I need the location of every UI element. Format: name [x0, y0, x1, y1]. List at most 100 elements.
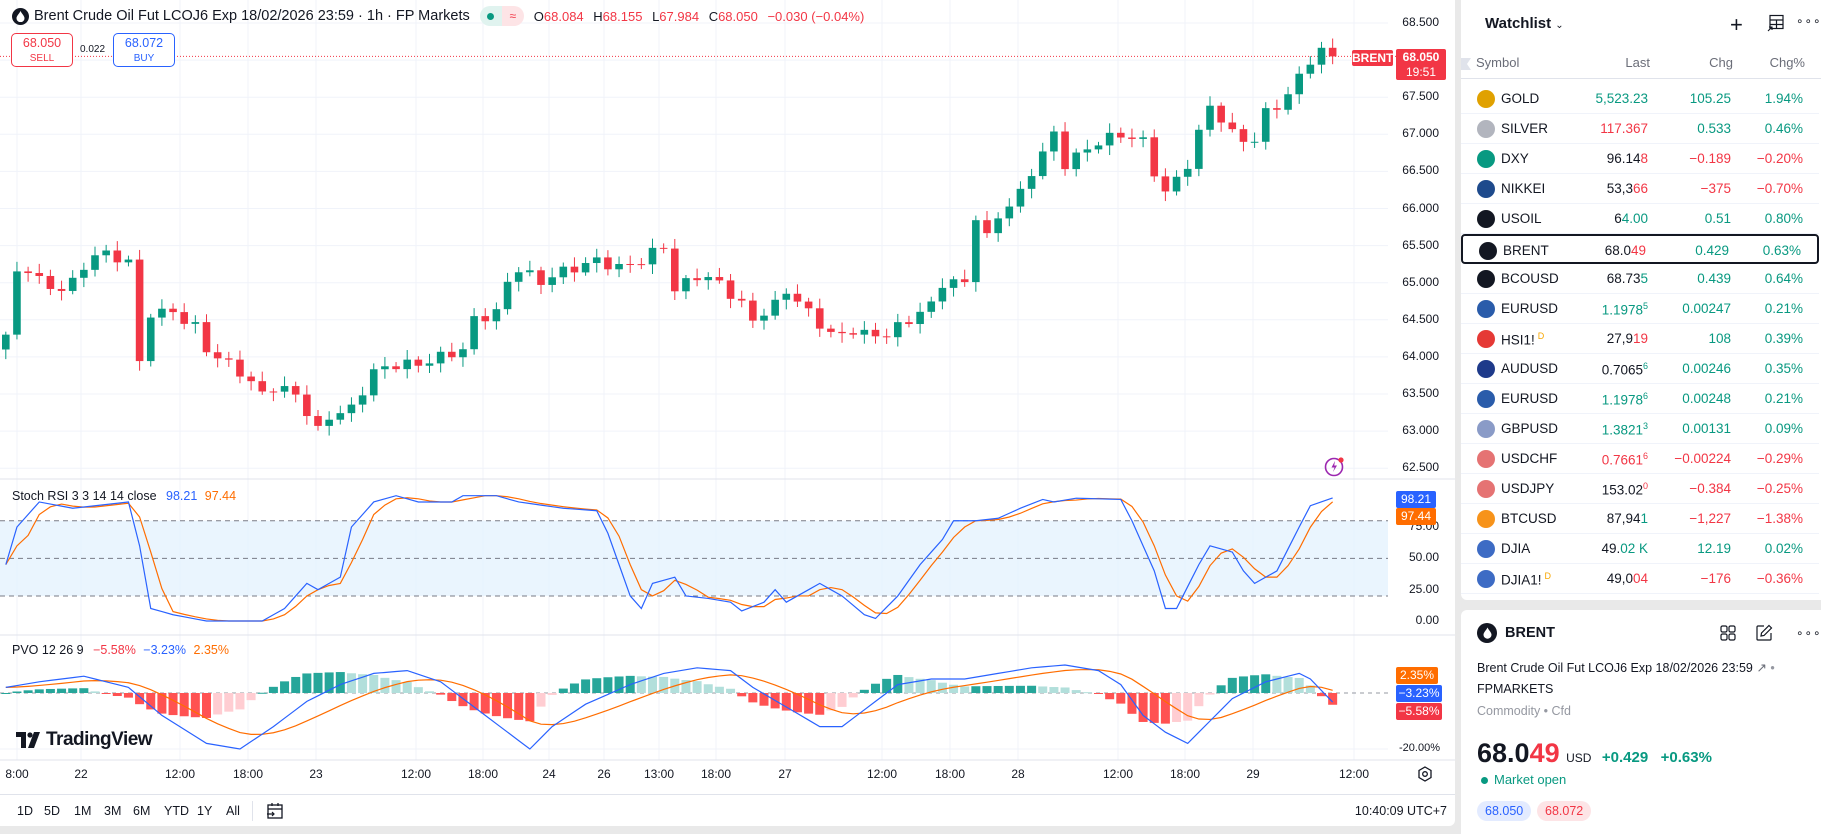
- pvo-histogram-bar: [469, 693, 479, 711]
- detail-exchange[interactable]: FPMARKETS: [1477, 682, 1554, 696]
- range-button-3m[interactable]: 3M: [104, 804, 122, 818]
- chart-panel[interactable]: Brent Crude Oil Fut LCOJ6 Exp 18/02/2026…: [0, 0, 1455, 826]
- watchlist-row-btcusd[interactable]: BTCUSD 87,941 −1,227 −1.38%: [1461, 504, 1819, 534]
- bid-pill[interactable]: 68.050: [1477, 801, 1532, 821]
- watchlist-row-nikkei[interactable]: NIKKEI 53,366 −375 −0.70%: [1461, 174, 1819, 204]
- watchlist-row-bcousd[interactable]: BCOUSD 68.735 0.439 0.64%: [1461, 264, 1819, 294]
- pvo-histogram-bar: [324, 672, 334, 693]
- price-chart[interactable]: [0, 0, 1455, 794]
- more-options-icon[interactable]: ∘∘∘: [1796, 626, 1821, 640]
- pvo-histogram-bar: [1328, 693, 1338, 705]
- alert-lightning-icon[interactable]: [1324, 455, 1346, 482]
- stoch-rsi-legend[interactable]: Stoch RSI 3 3 14 14 close 98.21 97.44: [12, 489, 237, 503]
- buy-button[interactable]: 68.072 BUY: [113, 33, 175, 67]
- candle-body: [659, 247, 668, 249]
- watchlist-row-usdjpy[interactable]: USDJPY 153.020 −0.384 −0.25%: [1461, 474, 1819, 504]
- pvo-histogram-bar: [1227, 677, 1237, 693]
- column-header-last[interactable]: Last: [1625, 55, 1650, 70]
- last-price: 68.735: [1606, 271, 1648, 286]
- change-percent: 0.21%: [1764, 391, 1803, 406]
- symbol-name: USOIL: [1501, 211, 1542, 226]
- time-axis-label: 12:00: [400, 767, 432, 781]
- ask-pill[interactable]: 68.072: [1537, 801, 1592, 821]
- pvo-histogram-bar: [413, 687, 423, 693]
- market-status-pill[interactable]: ≈: [479, 6, 524, 26]
- candle-body: [1016, 188, 1025, 207]
- chart-header: Brent Crude Oil Fut LCOJ6 Exp 18/02/2026…: [12, 6, 870, 26]
- range-button-5d[interactable]: 5D: [44, 804, 60, 818]
- candle-body: [637, 264, 646, 266]
- delayed-badge: D: [1544, 571, 1552, 581]
- range-button-all[interactable]: All: [226, 804, 240, 818]
- toolbar-divider: [252, 801, 253, 821]
- more-options-icon[interactable]: ∘∘∘: [1796, 14, 1821, 28]
- candle-body: [827, 328, 835, 332]
- pvo-histogram-bar: [101, 693, 111, 694]
- watchlist-row-djia1[interactable]: DJIA1! D 49,004 −176 −0.36%: [1461, 564, 1819, 594]
- candle-body: [102, 250, 110, 256]
- pvo-histogram-bar: [425, 691, 434, 693]
- range-button-6m[interactable]: 6M: [133, 804, 151, 818]
- market-open-dot-icon: [479, 6, 502, 26]
- pvo-histogram-bar: [1317, 693, 1326, 697]
- symbol-name: EURUSD: [1501, 391, 1559, 406]
- watchlist-row-usoil[interactable]: USOIL 64.00 0.51 0.80%: [1461, 204, 1819, 234]
- layout-grid-icon[interactable]: [1719, 624, 1737, 647]
- candle-body: [1317, 47, 1326, 65]
- pvo-histogram-bar: [1127, 693, 1137, 714]
- candle-body: [704, 277, 713, 281]
- tradingview-logo[interactable]: TradingView: [16, 729, 153, 751]
- last-price: 64.00: [1614, 211, 1648, 226]
- candle-body: [1328, 47, 1337, 57]
- sell-button[interactable]: 68.050 SELL: [11, 33, 73, 67]
- time-axis-label: 18:00: [1169, 767, 1201, 781]
- range-button-1d[interactable]: 1D: [17, 804, 33, 818]
- column-header-chg[interactable]: Chg: [1709, 55, 1733, 70]
- watchlist-row-silver[interactable]: SILVER 117.367 0.533 0.46%: [1461, 114, 1819, 144]
- watchlist-row-djia[interactable]: DJIA 49.02 K 12.19 0.02%: [1461, 534, 1819, 564]
- time-axis-label: 26: [597, 767, 611, 781]
- candle-body: [325, 419, 333, 426]
- last-price: 0.76616: [1601, 451, 1648, 468]
- candle-body: [459, 349, 467, 358]
- watchlist-row-eurusd[interactable]: EURUSD 1.19786 0.00248 0.21%: [1461, 384, 1819, 414]
- watchlist-row-dxy[interactable]: DXY 96.148 −0.189 −0.20%: [1461, 144, 1819, 174]
- edit-note-icon[interactable]: [1755, 624, 1773, 647]
- chevron-down-icon: ⌄: [1555, 20, 1564, 31]
- pvo-histogram-bar: [302, 673, 312, 693]
- range-button-1m[interactable]: 1M: [74, 804, 92, 818]
- watchlist-row-hsi1[interactable]: HSI1! D 27,919 108 0.39%: [1461, 324, 1819, 354]
- symbol-title[interactable]: Brent Crude Oil Fut LCOJ6 Exp 18/02/2026…: [34, 8, 470, 24]
- change-percent: 0.09%: [1764, 421, 1803, 436]
- symbol-name: DXY: [1501, 151, 1529, 166]
- external-link-icon[interactable]: ↗: [1756, 661, 1767, 675]
- pvo-histogram-bar: [23, 690, 33, 693]
- pvo-axis-min: -20.00%: [1399, 742, 1440, 754]
- change-value: 12.19: [1697, 541, 1731, 556]
- pvo-legend[interactable]: PVO 12 26 9 −5.58% −3.23% 2.35%: [12, 643, 229, 657]
- advanced-view-table-icon[interactable]: [1767, 14, 1785, 37]
- pvo-histogram-bar: [369, 674, 379, 693]
- watchlist-row-gold[interactable]: GOLD 5,523.23 105.25 1.94%: [1461, 84, 1819, 114]
- goto-date-calendar-icon[interactable]: [265, 801, 285, 826]
- pvo-histogram-bar: [1015, 685, 1025, 693]
- data-delay-icon: ≈: [501, 6, 524, 26]
- time-axis-label: 27: [778, 767, 792, 781]
- add-symbol-plus-icon[interactable]: +: [1730, 12, 1743, 37]
- pvo-histogram-bar: [882, 678, 892, 693]
- candle-body: [1295, 73, 1303, 95]
- watchlist-row-brent[interactable]: BRENT 68.049 0.429 0.63%: [1461, 234, 1819, 264]
- watchlist-title[interactable]: Watchlist ⌄: [1485, 15, 1564, 32]
- pvo-histogram-bar: [614, 676, 624, 693]
- range-button-ytd[interactable]: YTD: [164, 804, 189, 818]
- chart-settings-gear-icon[interactable]: [1417, 766, 1433, 787]
- range-button-1y[interactable]: 1Y: [197, 804, 213, 818]
- column-header-chg-pct[interactable]: Chg%: [1769, 55, 1805, 70]
- watchlist-row-gbpusd[interactable]: GBPUSD 1.38213 0.00131 0.09%: [1461, 414, 1819, 444]
- clock-timezone[interactable]: 10:40:09 UTC+7: [1354, 804, 1447, 818]
- watchlist-row-audusd[interactable]: AUDUSD 0.70656 0.00246 0.35%: [1461, 354, 1819, 384]
- column-header-symbol[interactable]: Symbol: [1476, 55, 1520, 70]
- watchlist-row-eurusd[interactable]: EURUSD 1.19785 0.00247 0.21%: [1461, 294, 1819, 324]
- candle-body: [1306, 64, 1315, 74]
- watchlist-row-usdchf[interactable]: USDCHF 0.76616 −0.00224 −0.29%: [1461, 444, 1819, 474]
